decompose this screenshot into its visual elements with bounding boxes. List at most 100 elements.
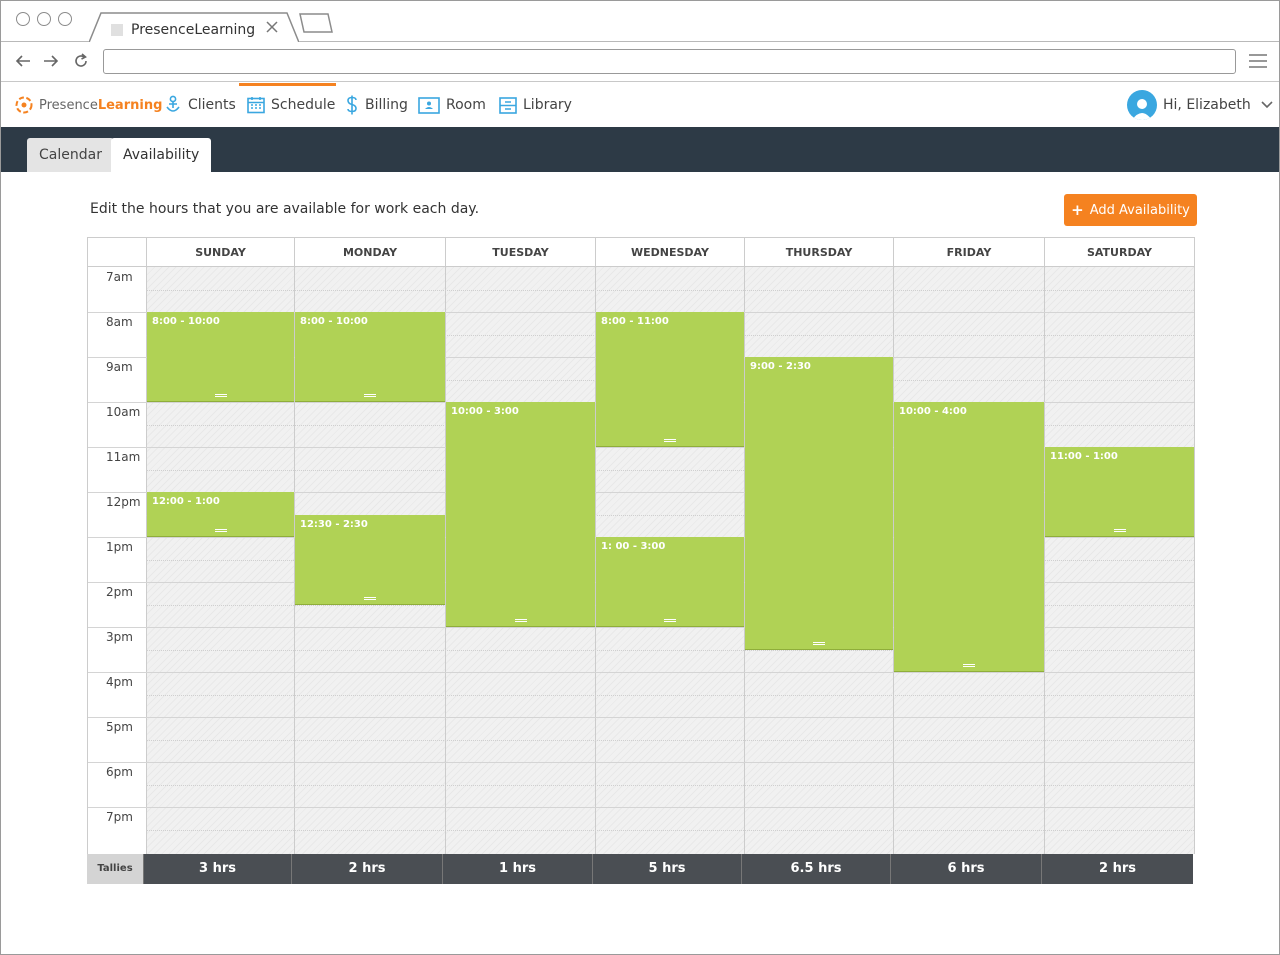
time-label: 11am: [106, 450, 141, 464]
logo-icon: [15, 96, 33, 114]
nav-room[interactable]: Room: [418, 83, 486, 127]
avatar: [1127, 90, 1157, 120]
tab-availability[interactable]: Availability: [111, 138, 212, 172]
availability-block-label: 12:00 - 1:00: [152, 496, 220, 507]
time-label: 7pm: [106, 810, 133, 824]
resize-handle-icon[interactable]: [364, 596, 376, 600]
calendar-icon: [247, 97, 265, 114]
tab-calendar[interactable]: Calendar: [27, 138, 114, 172]
hour-gridline: [88, 717, 1194, 718]
time-label: 9am: [106, 360, 133, 374]
resize-handle-icon[interactable]: [514, 619, 527, 622]
availability-block-label: 1: 00 - 3:00: [601, 541, 666, 552]
availability-block-label: 10:00 - 3:00: [451, 406, 519, 417]
resize-handle-icon[interactable]: [664, 619, 676, 622]
presencelearning-logo[interactable]: PresenceLearning: [14, 94, 162, 116]
half-hour-gridline: [146, 650, 1194, 651]
window-close-dot[interactable]: [16, 12, 30, 26]
resize-handle-icon[interactable]: [963, 664, 975, 667]
user-avatar-icon: [1132, 99, 1152, 120]
logo-text: PresenceLearning: [39, 97, 163, 113]
availability-block[interactable]: 1: 00 - 3:00: [596, 537, 744, 627]
availability-block[interactable]: 8:00 - 10:00: [147, 312, 294, 402]
tally-tuesday: 1 hrs: [442, 854, 592, 884]
availability-block[interactable]: 10:00 - 4:00: [894, 402, 1044, 672]
reload-icon[interactable]: [72, 52, 90, 70]
availability-block-label: 11:00 - 1:00: [1050, 451, 1118, 462]
resize-handle-icon[interactable]: [664, 439, 676, 442]
availability-block-label: 8:00 - 11:00: [601, 316, 669, 327]
availability-block[interactable]: 9:00 - 2:30: [745, 357, 893, 650]
user-menu[interactable]: Hi, Elizabeth: [1127, 90, 1274, 120]
resize-handle-icon[interactable]: [214, 394, 227, 397]
window-maximize-dot[interactable]: [58, 12, 72, 26]
availability-block[interactable]: 11:00 - 1:00: [1045, 447, 1194, 537]
availability-block-label: 8:00 - 10:00: [300, 316, 368, 327]
user-greeting: Hi, Elizabeth: [1163, 97, 1251, 113]
browser-menu-icon[interactable]: [1249, 53, 1267, 69]
day-header-sunday: SUNDAY: [146, 238, 294, 267]
browser-tab-title: PresenceLearning: [131, 22, 256, 38]
resize-handle-icon[interactable]: [813, 641, 825, 645]
day-header-saturday: SATURDAY: [1044, 238, 1194, 267]
half-hour-gridline: [146, 470, 1194, 471]
time-column: 7am 8am 9am 10am 11am 12pm 1pm 2pm 3pm 4pm 5pm 6pm 7…: [88, 267, 146, 854]
library-icon: [499, 96, 517, 114]
availability-block[interactable]: 12:00 - 1:00: [147, 492, 294, 537]
tally-monday: 2 hrs: [291, 854, 442, 884]
half-hour-gridline: [146, 290, 1194, 291]
day-header-row: SUNDAY MONDAY TUESDAY WEDNESDAY THURSDAY FRID…: [87, 237, 1195, 267]
availability-block[interactable]: 10:00 - 3:00: [446, 402, 595, 627]
clients-icon: [166, 95, 180, 112]
availability-calendar: SUNDAY MONDAY TUESDAY WEDNESDAY THURSDAY FRID…: [87, 237, 1195, 884]
nav-clients-label: Clients: [188, 97, 236, 113]
nav-library[interactable]: Library: [499, 83, 572, 127]
tallies-label: Tallies: [87, 854, 143, 884]
availability-block[interactable]: 8:00 - 11:00: [596, 312, 744, 447]
availability-instructions: Edit the hours that you are available fo…: [90, 201, 480, 217]
tally-saturday: 2 hrs: [1041, 854, 1193, 884]
time-label: 7am: [106, 270, 133, 284]
tally-wednesday: 5 hrs: [592, 854, 741, 884]
hour-gridline: [88, 672, 1194, 673]
tab-close-icon[interactable]: [263, 18, 281, 36]
favicon-icon: [111, 24, 123, 36]
chevron-down-icon: [1261, 101, 1273, 109]
forward-arrow-icon[interactable]: [42, 52, 60, 70]
time-label: 2pm: [106, 585, 133, 599]
hour-gridline: [88, 627, 1194, 628]
tally-thursday: 6.5 hrs: [741, 854, 890, 884]
half-hour-gridline: [146, 515, 1194, 516]
add-availability-label: Add Availability: [1089, 202, 1190, 218]
browser-tab[interactable]: [89, 12, 299, 43]
resize-handle-icon[interactable]: [214, 529, 227, 532]
availability-block-label: 10:00 - 4:00: [899, 406, 967, 417]
time-label: 10am: [106, 405, 141, 419]
availability-block-label: 9:00 - 2:30: [750, 361, 811, 372]
half-hour-gridline: [146, 830, 1194, 831]
time-label: 6pm: [106, 765, 133, 779]
nav-schedule[interactable]: Schedule: [239, 83, 336, 127]
schedule-subtabs: Calendar Availability: [1, 127, 1279, 172]
new-tab-button[interactable]: [298, 13, 334, 33]
availability-block-label: 12:30 - 2:30: [300, 518, 368, 530]
window-minimize-dot[interactable]: [37, 12, 51, 26]
url-input[interactable]: [103, 49, 1236, 74]
nav-billing[interactable]: Billing: [345, 83, 408, 127]
day-header-monday: MONDAY: [294, 238, 445, 267]
back-arrow-icon[interactable]: [14, 52, 32, 70]
nav-room-label: Room: [446, 97, 486, 113]
resize-handle-icon[interactable]: [1113, 529, 1126, 532]
resize-handle-icon[interactable]: [364, 394, 376, 397]
availability-block[interactable]: 12:30 - 2:30: [295, 514, 445, 605]
day-header-thursday: THURSDAY: [744, 238, 893, 267]
time-label: 12pm: [106, 495, 141, 509]
day-header-tuesday: TUESDAY: [445, 238, 595, 267]
half-hour-gridline: [146, 785, 1194, 786]
availability-block[interactable]: 8:00 - 10:00: [295, 312, 445, 402]
nav-clients[interactable]: Clients: [164, 83, 236, 127]
nav-library-label: Library: [523, 97, 572, 113]
tally-friday: 6 hrs: [890, 854, 1041, 884]
time-label: 1pm: [106, 540, 133, 554]
add-availability-button[interactable]: + Add Availability: [1064, 194, 1197, 226]
